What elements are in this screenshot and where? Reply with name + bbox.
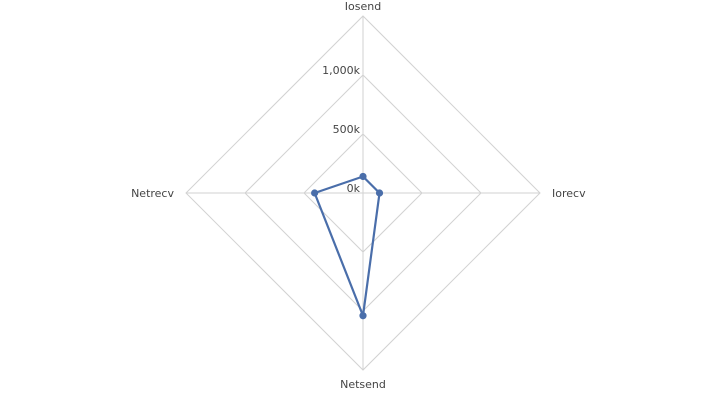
tick-label: 1,000k xyxy=(322,64,360,77)
axis-label-layer: Iosend Iorecv Netsend Netrecv xyxy=(131,0,586,391)
tick-label: 0k xyxy=(347,182,361,195)
data-point-iosend[interactable] xyxy=(359,172,367,181)
axis-label-netrecv: Netrecv xyxy=(131,187,174,200)
data-point-netrecv[interactable] xyxy=(311,189,319,197)
axis-label-netsend: Netsend xyxy=(340,378,386,391)
axis-label-iosend: Iosend xyxy=(345,0,381,13)
data-point-iorecv[interactable] xyxy=(375,189,384,197)
tick-label: 500k xyxy=(333,123,361,136)
grid-layer xyxy=(185,15,541,371)
tick-label-layer: 0k 500k 1,000k xyxy=(322,64,360,195)
axis-label-iorecv: Iorecv xyxy=(552,187,586,200)
data-point-netsend[interactable] xyxy=(359,312,367,320)
series-layer xyxy=(311,172,384,320)
